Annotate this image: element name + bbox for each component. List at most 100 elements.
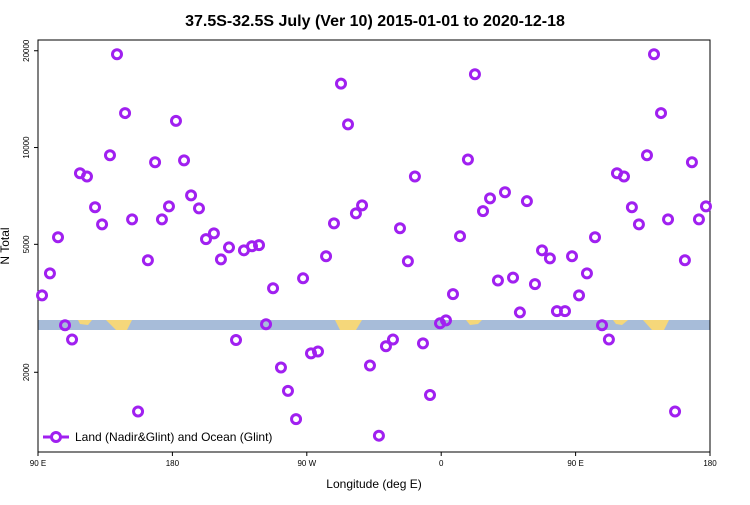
point (192, 202, 205, 215)
point (632, 218, 645, 231)
point (349, 207, 362, 220)
point (207, 227, 220, 240)
point (290, 413, 303, 426)
point (363, 359, 376, 372)
point (36, 289, 49, 302)
x-tick-label: 90 E (30, 459, 46, 468)
point (498, 186, 511, 199)
point (685, 156, 698, 169)
point (178, 154, 191, 167)
point (520, 195, 533, 208)
point (692, 213, 705, 226)
point (558, 305, 571, 318)
point (126, 213, 139, 226)
land (643, 320, 669, 330)
point (267, 282, 280, 295)
point (662, 213, 675, 226)
plot-frame (37, 39, 711, 453)
ocean-strip (38, 320, 710, 330)
point (669, 405, 682, 418)
point (297, 272, 310, 285)
point (119, 107, 132, 120)
point (580, 267, 593, 280)
y-tick-label: 20000 (22, 39, 31, 62)
point (491, 274, 504, 287)
point (320, 250, 333, 263)
point (52, 231, 65, 244)
point (96, 218, 109, 231)
y-tick-label: 10000 (22, 136, 31, 159)
point (66, 333, 79, 346)
point (222, 241, 235, 254)
point (678, 254, 691, 267)
point (416, 337, 429, 350)
point (169, 114, 182, 127)
land (335, 320, 362, 330)
point (253, 239, 266, 252)
point (507, 271, 520, 284)
point (149, 156, 162, 169)
point (461, 153, 474, 166)
legend-label: Land (Nadir&Glint) and Ocean (Glint) (75, 430, 272, 444)
point (162, 200, 175, 213)
point (356, 199, 369, 212)
point (484, 192, 497, 205)
point (141, 254, 154, 267)
land-ocean-strip (38, 320, 710, 330)
y-tick-label: 2000 (22, 363, 31, 381)
point (59, 319, 72, 332)
point (468, 68, 481, 81)
point (110, 48, 123, 61)
point (439, 314, 452, 327)
x-axis-label: Longitude (deg E) (326, 477, 421, 491)
point (200, 233, 212, 246)
x-tick-label: 90 W (297, 459, 316, 468)
land (106, 320, 132, 330)
point (424, 388, 436, 401)
point (566, 250, 579, 263)
point (342, 118, 355, 131)
point (304, 347, 317, 360)
point (617, 170, 630, 183)
point (334, 77, 347, 90)
point (281, 384, 294, 397)
x-tick-label: 90 E (567, 459, 583, 468)
point (312, 345, 324, 358)
point (185, 189, 198, 202)
point (625, 201, 638, 214)
point (699, 200, 712, 213)
point (103, 149, 116, 162)
point (214, 253, 227, 266)
point (393, 222, 406, 235)
point (655, 107, 668, 120)
point (446, 288, 459, 301)
land (613, 320, 628, 325)
land (466, 320, 482, 325)
point (379, 340, 392, 353)
point (260, 318, 273, 331)
point (528, 278, 541, 291)
point (43, 267, 56, 280)
point (477, 205, 490, 218)
point (327, 217, 340, 230)
x-tick-label: 180 (703, 459, 717, 468)
point (408, 170, 421, 183)
point (132, 405, 145, 418)
point (454, 230, 467, 243)
point (536, 244, 548, 257)
y-tick-label: 5000 (22, 235, 31, 253)
point (543, 252, 556, 265)
point (372, 429, 385, 442)
point (274, 361, 287, 374)
point (596, 319, 609, 332)
point (230, 334, 243, 347)
x-tick-label: 180 (166, 459, 180, 468)
x-tick-label: 0 (439, 459, 444, 468)
point (155, 213, 168, 226)
point (602, 333, 615, 346)
point (401, 255, 414, 268)
y-axis-label: N Total (0, 227, 12, 264)
chart-title: 37.5S-32.5S July (Ver 10) 2015-01-01 to … (185, 13, 565, 30)
